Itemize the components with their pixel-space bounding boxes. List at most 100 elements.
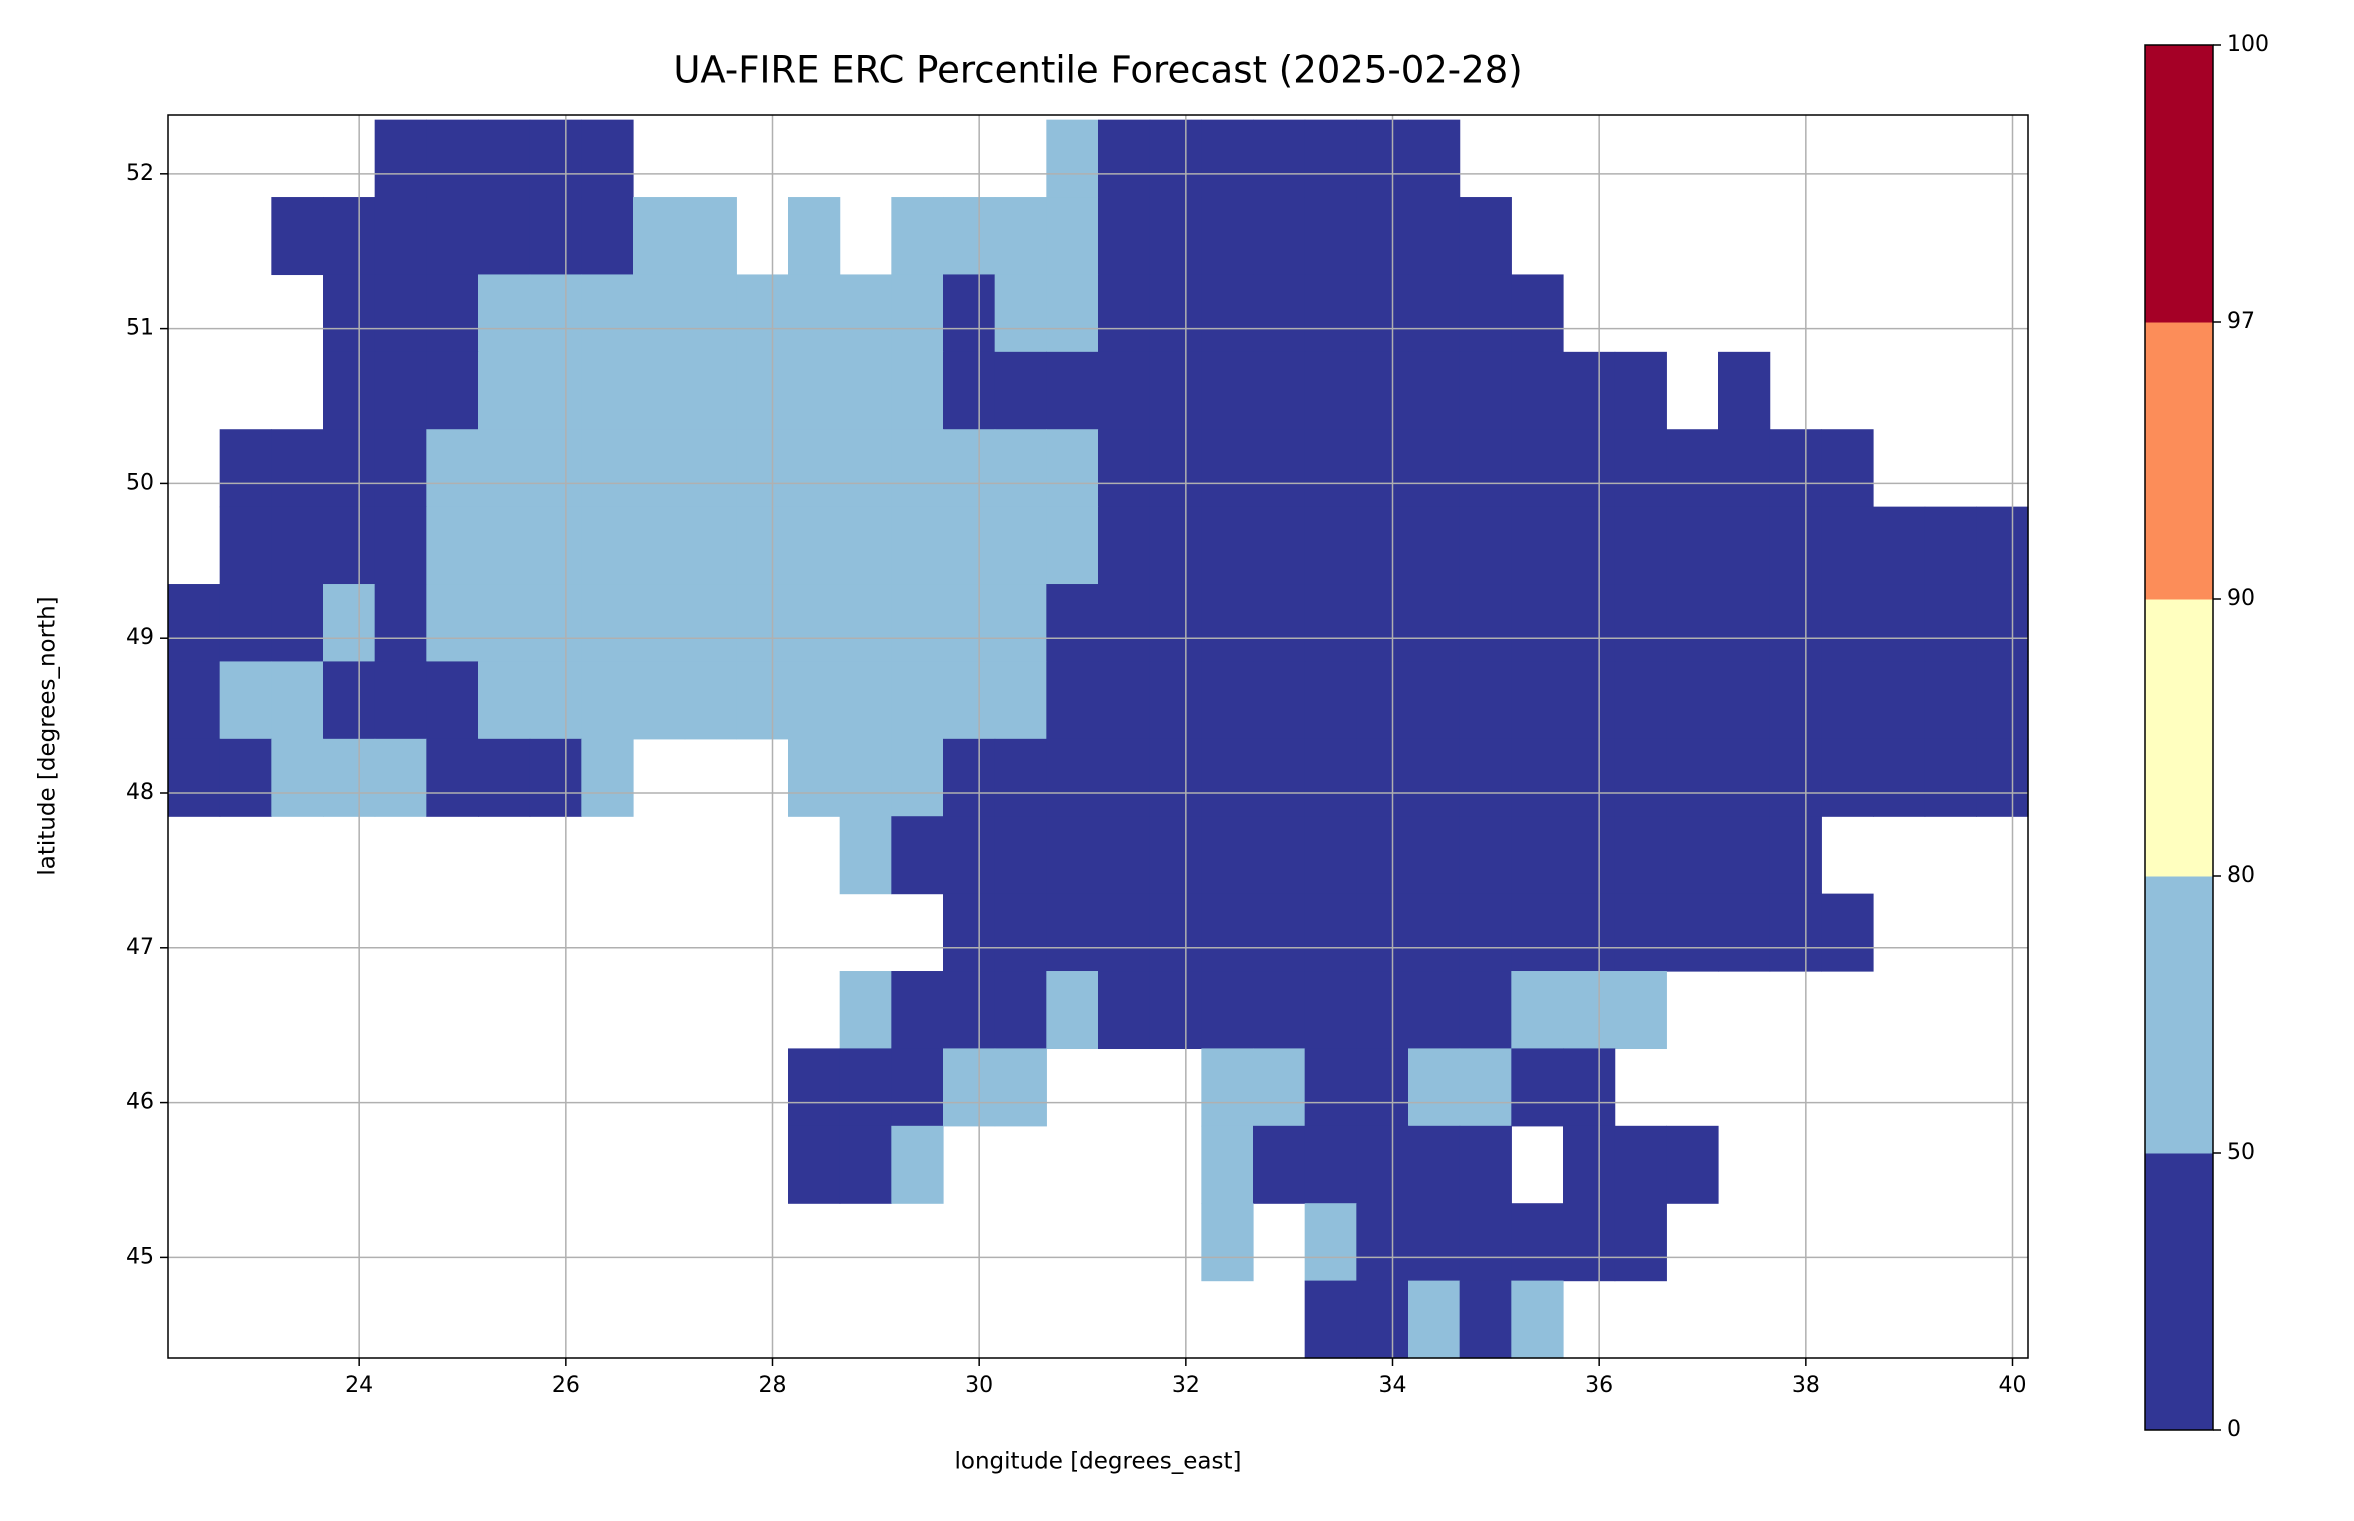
raster-cell <box>839 506 892 585</box>
raster-cell <box>426 429 479 508</box>
raster-cell <box>1459 584 1512 663</box>
raster-cell <box>1304 351 1357 430</box>
raster-cell <box>891 816 944 895</box>
raster-cell <box>323 584 376 663</box>
raster-cell <box>633 506 686 585</box>
raster-cell <box>1718 661 1771 740</box>
raster-cell <box>1666 661 1719 740</box>
raster-cell <box>478 661 531 740</box>
raster-cell <box>891 1125 944 1204</box>
raster-cell <box>839 738 892 817</box>
raster-cell <box>1253 816 1306 895</box>
y-tick-label: 50 <box>126 470 154 495</box>
raster-cell <box>1304 1125 1357 1204</box>
raster-cell <box>1718 506 1771 585</box>
raster-cell <box>1459 738 1512 817</box>
raster-cell <box>374 351 427 430</box>
raster-cell <box>684 197 737 276</box>
raster-cell <box>1149 274 1202 353</box>
raster-cell <box>374 119 427 198</box>
raster-cell <box>633 274 686 353</box>
raster-cell <box>1149 893 1202 972</box>
raster-cell <box>1253 351 1306 430</box>
raster-cell <box>323 738 376 817</box>
raster-cell <box>1408 971 1461 1050</box>
colorbar-segment <box>2145 322 2213 600</box>
raster-cell <box>891 197 944 276</box>
colorbar-segment <box>2145 45 2213 323</box>
raster-cell <box>1201 506 1254 585</box>
raster-cell <box>1459 661 1512 740</box>
x-tick-label: 24 <box>345 1373 373 1398</box>
raster-cell <box>943 429 996 508</box>
raster-cell <box>1201 119 1254 198</box>
raster-cell <box>1356 197 1409 276</box>
raster-cell <box>1459 893 1512 972</box>
raster-cell <box>1408 1280 1461 1359</box>
raster-cell <box>1046 584 1099 663</box>
raster-cell <box>1304 506 1357 585</box>
raster-cell <box>1614 661 1667 740</box>
raster-cell <box>891 738 944 817</box>
raster-cell <box>1511 351 1564 430</box>
raster-cell <box>736 351 789 430</box>
colorbar-tick-label: 97 <box>2227 309 2255 334</box>
raster-cell <box>1304 274 1357 353</box>
raster-cell <box>323 351 376 430</box>
raster-cell <box>478 119 531 198</box>
raster-cell <box>994 429 1047 508</box>
raster-cell <box>426 274 479 353</box>
raster-cell <box>581 197 634 276</box>
raster-cell <box>1769 429 1822 508</box>
raster-cell <box>788 1125 841 1204</box>
raster-cell <box>1718 738 1771 817</box>
raster-cell <box>684 661 737 740</box>
raster-cell <box>1046 351 1099 430</box>
raster-cell <box>1459 1203 1512 1282</box>
raster-cell <box>839 971 892 1050</box>
raster-cell <box>1304 661 1357 740</box>
raster-cell <box>1356 584 1409 663</box>
raster-cell <box>1253 429 1306 508</box>
raster-cell <box>271 584 324 663</box>
x-tick-label: 26 <box>552 1373 580 1398</box>
raster-cell <box>736 506 789 585</box>
raster-cell <box>271 506 324 585</box>
raster-cell <box>1408 738 1461 817</box>
raster-cell <box>788 429 841 508</box>
raster-cell <box>581 351 634 430</box>
raster-cell <box>1873 506 1926 585</box>
raster-cell <box>943 1048 996 1127</box>
raster-cell <box>478 429 531 508</box>
raster-cell <box>943 738 996 817</box>
y-tick-label: 48 <box>126 780 154 805</box>
raster-cell <box>736 429 789 508</box>
raster-cell <box>1459 274 1512 353</box>
raster-cell <box>1873 584 1926 663</box>
raster-cell <box>271 429 324 508</box>
raster-cell <box>426 119 479 198</box>
raster-cell <box>633 429 686 508</box>
raster-cell <box>994 506 1047 585</box>
raster-cell <box>1149 971 1202 1050</box>
y-tick-label: 46 <box>126 1090 154 1115</box>
raster-cell <box>1408 584 1461 663</box>
raster-cell <box>1253 1125 1306 1204</box>
raster-cell <box>1666 429 1719 508</box>
colorbar-tick-label: 80 <box>2227 863 2255 888</box>
raster-cell <box>271 197 324 276</box>
raster-cell <box>1666 816 1719 895</box>
raster-cell <box>1253 584 1306 663</box>
raster-cell <box>788 1048 841 1127</box>
raster-cell <box>1924 661 1977 740</box>
raster-cell <box>1769 893 1822 972</box>
raster-cell <box>1821 429 1874 508</box>
raster-cell <box>1666 584 1719 663</box>
raster-cell <box>994 197 1047 276</box>
raster-cell <box>1046 738 1099 817</box>
raster-cell <box>891 1048 944 1127</box>
x-tick-label: 40 <box>1999 1373 2027 1398</box>
raster-cell <box>1408 197 1461 276</box>
raster-cell <box>1356 119 1409 198</box>
raster-cell <box>1046 274 1099 353</box>
